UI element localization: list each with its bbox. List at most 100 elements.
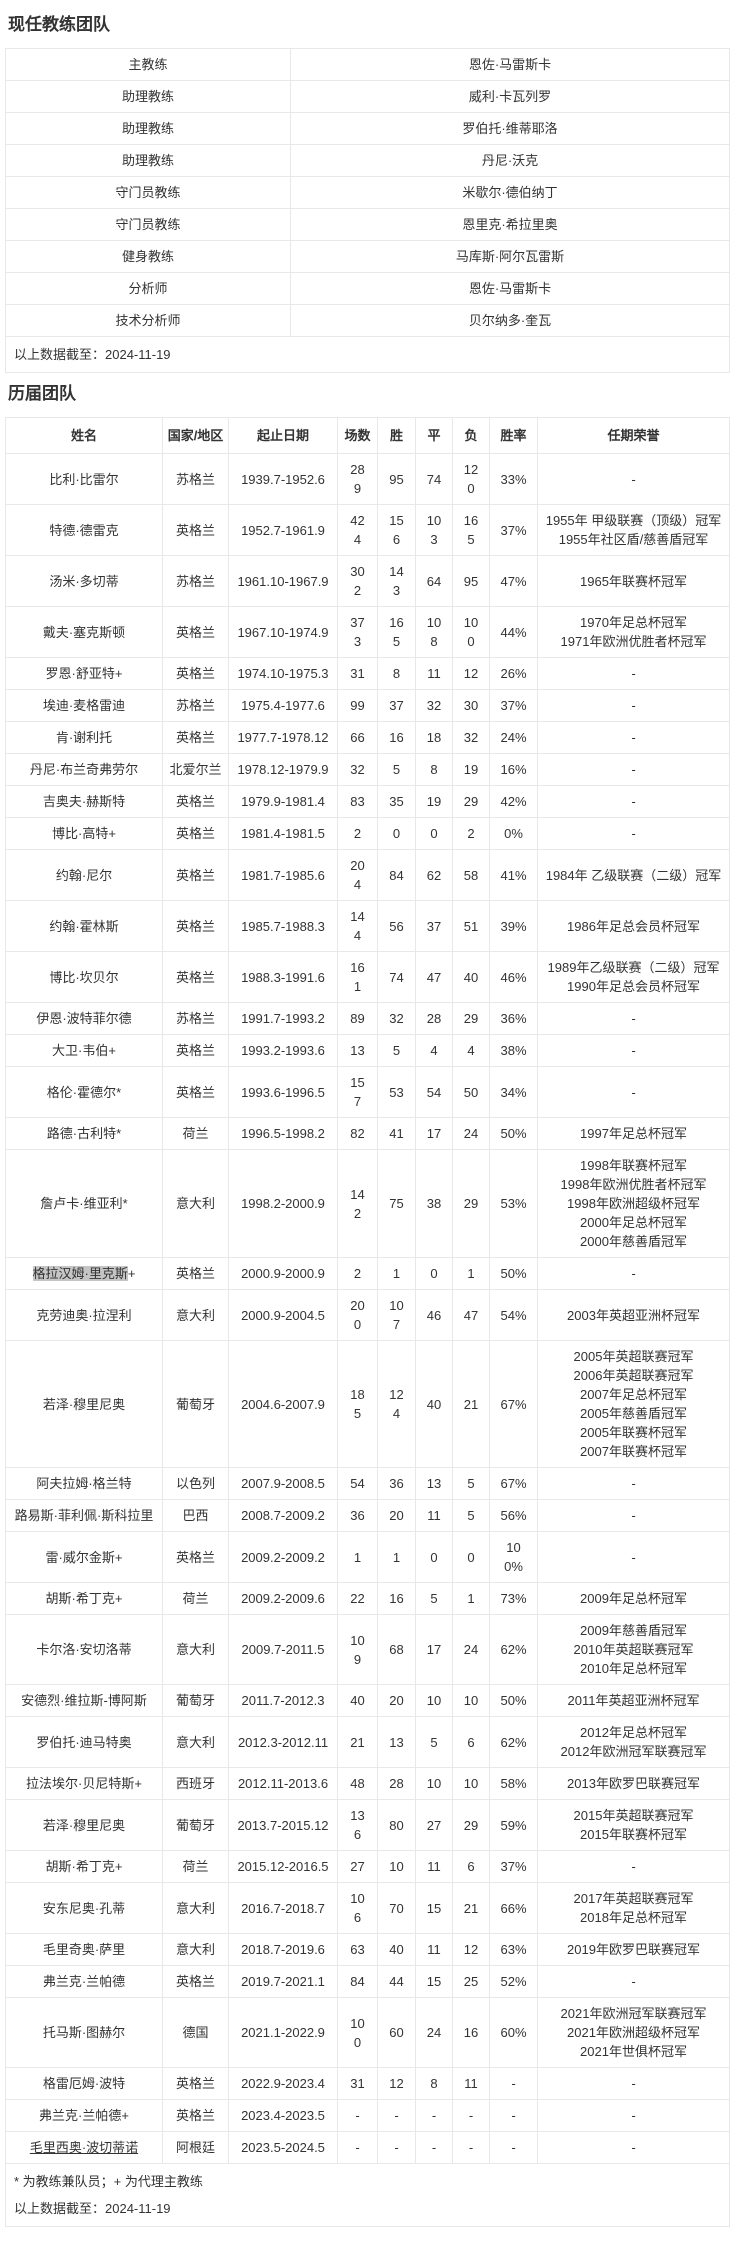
staff-name-cell: 罗伯托·维蒂耶洛 xyxy=(290,112,730,145)
draws-cell: 62 xyxy=(415,849,453,901)
honor-line: 2015年联赛杯冠军 xyxy=(580,1827,687,1842)
honors-cell: - xyxy=(537,2099,730,2132)
losses-cell: 12 xyxy=(452,657,490,690)
staff-name-cell: 贝尔纳多·奎瓦 xyxy=(290,304,730,337)
losses-cell: 100 xyxy=(452,606,490,658)
honor-line: - xyxy=(631,826,636,841)
matches-cell: 144 xyxy=(337,900,378,952)
honor-line: - xyxy=(631,794,636,809)
honors-cell: 2019年欧罗巴联赛冠军 xyxy=(537,1933,730,1966)
coach-name-link[interactable]: 毛里西奥·波切蒂诺 xyxy=(29,2140,139,2155)
period-cell: 2000.9-2004.5 xyxy=(228,1289,338,1341)
losses-cell: 120 xyxy=(452,453,490,505)
name-cell: 胡斯·希丁克+ xyxy=(5,1850,163,1883)
wins-cell: 16 xyxy=(377,1582,416,1615)
country-cell: 西班牙 xyxy=(162,1767,229,1800)
honors-cell: - xyxy=(537,1850,730,1883)
honor-line: 2012年足总杯冠军 xyxy=(580,1725,687,1740)
honors-cell: 1955年 甲级联赛（顶级）冠军 1955年社区盾/慈善盾冠军 xyxy=(537,504,730,556)
winrate-cell: 34% xyxy=(489,1066,538,1118)
table-row: 比利·比雷尔 苏格兰 1939.7-1952.6 289 95 74 120 33% - xyxy=(5,453,730,505)
wins-cell: 53 xyxy=(377,1066,416,1118)
honor-line: 1965年联赛杯冠军 xyxy=(580,573,687,589)
winrate-cell: 37% xyxy=(489,1850,538,1883)
wins-cell: 32 xyxy=(377,1002,416,1035)
staff-role-cell: 助理教练 xyxy=(5,80,291,113)
honors-cell: - xyxy=(537,1257,730,1290)
matches-cell: 32 xyxy=(337,753,378,786)
draws-cell: 17 xyxy=(415,1614,453,1685)
table-row: 格伦·霍德尔* 英格兰 1993.6-1996.5 157 53 54 50 34% - xyxy=(5,1066,730,1118)
country-cell: 苏格兰 xyxy=(162,555,229,607)
winrate-cell: 59% xyxy=(489,1799,538,1851)
name-cell: 克劳迪奥·拉涅利 xyxy=(5,1289,163,1341)
table-row: 路易斯·菲利佩·斯科拉里 巴西 2008.7-2009.2 36 20 11 5 56% - xyxy=(5,1499,730,1532)
wins-cell: 84 xyxy=(377,849,416,901)
country-cell: 英格兰 xyxy=(162,1531,229,1583)
staff-name-cell: 恩佐·马雷斯卡 xyxy=(290,272,730,305)
period-cell: 2015.12-2016.5 xyxy=(228,1850,338,1883)
winrate-cell: 50% xyxy=(489,1684,538,1717)
honors-cell: 1965年联赛杯冠军 xyxy=(537,555,730,607)
draws-cell: 5 xyxy=(415,1716,453,1768)
wins-cell: 37 xyxy=(377,689,416,722)
period-cell: 1981.4-1981.5 xyxy=(228,817,338,850)
matches-cell: 157 xyxy=(337,1066,378,1118)
period-cell: 1991.7-1993.2 xyxy=(228,1002,338,1035)
period-cell: 2004.6-2007.9 xyxy=(228,1340,338,1468)
matches-cell: 40 xyxy=(337,1684,378,1717)
table-row: 毛里奇奥·萨里 意大利 2018.7-2019.6 63 40 11 12 63% 2019年欧… xyxy=(5,1933,730,1966)
honor-line: 2009年足总杯冠军 xyxy=(580,1591,687,1606)
table-row: 若泽·穆里尼奥 葡萄牙 2013.7-2015.12 136 80 27 29 59% 2015… xyxy=(5,1799,730,1851)
losses-cell: 50 xyxy=(452,1066,490,1118)
losses-cell: 11 xyxy=(452,2067,490,2100)
table-row: 罗伯托·迪马特奥 意大利 2012.3-2012.11 21 13 5 6 62% 2012年足… xyxy=(5,1716,730,1768)
winrate-cell: 0% xyxy=(489,817,538,850)
winrate-cell: 37% xyxy=(489,504,538,556)
period-cell: 1996.5-1998.2 xyxy=(228,1117,338,1150)
matches-cell: 48 xyxy=(337,1767,378,1800)
honors-cell: - xyxy=(537,721,730,754)
wins-cell: 10 xyxy=(377,1850,416,1883)
honor-line: 2005年联赛杯冠军 xyxy=(580,1425,687,1440)
selected-text: 格拉汉姆·里克斯 xyxy=(32,1266,128,1281)
losses-cell: 95 xyxy=(452,555,490,607)
country-cell: 英格兰 xyxy=(162,1034,229,1067)
winrate-cell: 36% xyxy=(489,1002,538,1035)
honors-cell: - xyxy=(537,817,730,850)
wins-cell: 41 xyxy=(377,1117,416,1150)
honors-cell: - xyxy=(537,657,730,690)
table-row: 弗兰克·兰帕德+ 英格兰 2023.4-2023.5- - - - - - xyxy=(5,2099,730,2132)
country-cell: 意大利 xyxy=(162,1289,229,1341)
honor-line: - xyxy=(631,1549,636,1565)
table-row: 约翰·霍林斯 英格兰 1985.7-1988.3 144 56 37 51 39% 1986年足… xyxy=(5,900,730,952)
matches-cell: 302 xyxy=(337,555,378,607)
honor-line: 1998年欧洲优胜者杯冠军 xyxy=(560,1177,707,1192)
staff-row: 助理教练 威利·卡瓦列罗 xyxy=(5,80,730,113)
losses-cell: 5 xyxy=(452,1467,490,1500)
table-row: 卡尔洛·安切洛蒂 意大利 2009.7-2011.5 109 68 17 24 62% 2009… xyxy=(5,1614,730,1685)
table-row: 安德烈·维拉斯-博阿斯 葡萄牙 2011.7-2012.3 40 20 10 10 50% 20… xyxy=(5,1684,730,1717)
honor-line: - xyxy=(631,666,636,681)
draws-cell: - xyxy=(415,2131,453,2164)
name-cell: 若泽·穆里尼奥 xyxy=(5,1340,163,1468)
draws-cell: 32 xyxy=(415,689,453,722)
wins-cell: 28 xyxy=(377,1767,416,1800)
matches-cell: 54 xyxy=(337,1467,378,1500)
honors-cell: - xyxy=(537,785,730,818)
wins-cell: 44 xyxy=(377,1965,416,1998)
name-cell: 胡斯·希丁克+ xyxy=(5,1582,163,1615)
name-cell: 伊恩·波特菲尔德 xyxy=(5,1002,163,1035)
winrate-cell: 100% xyxy=(489,1531,538,1583)
wins-cell: 0 xyxy=(377,817,416,850)
wins-cell: 1 xyxy=(377,1257,416,1290)
honor-line: 2013年欧罗巴联赛冠军 xyxy=(567,1776,700,1791)
country-cell: 意大利 xyxy=(162,1149,229,1258)
honors-cell: 2015年英超联赛冠军 2015年联赛杯冠军 xyxy=(537,1799,730,1851)
table-row: 路德·古利特* 荷兰 1996.5-1998.2 82 41 17 24 50% 1997年足总… xyxy=(5,1117,730,1150)
losses-cell: 40 xyxy=(452,951,490,1003)
period-cell: 2021.1-2022.9 xyxy=(228,1997,338,2068)
honors-cell: 2009年足总杯冠军 xyxy=(537,1582,730,1615)
winrate-cell: 50% xyxy=(489,1257,538,1290)
